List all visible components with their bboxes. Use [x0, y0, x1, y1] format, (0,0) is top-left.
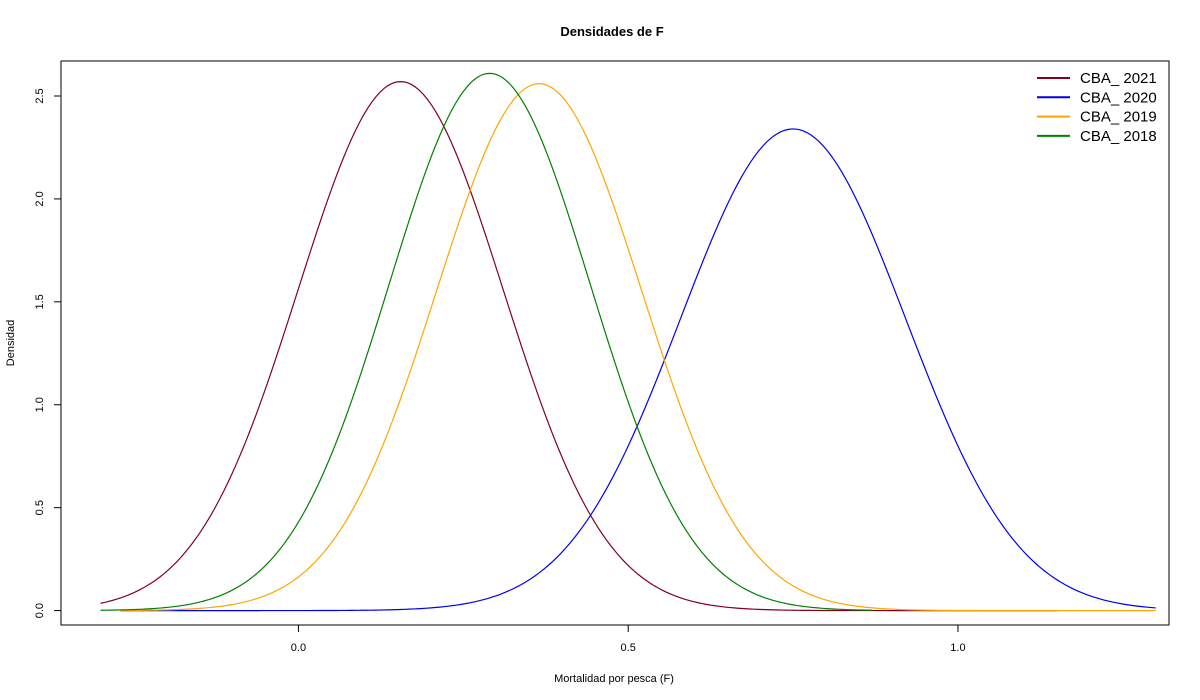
chart-title: Densidades de F	[560, 24, 663, 39]
series-line-2	[120, 83, 1156, 612]
legend-label: CBA_ 2019	[1080, 109, 1157, 126]
legend-label: CBA_ 2021	[1080, 70, 1157, 87]
y-tick-label: 2.5	[34, 88, 46, 103]
y-tick-label: 1.0	[34, 397, 46, 412]
series-line-0	[100, 81, 1057, 612]
x-axis-ticks: 0.0 0.5 1.0	[291, 625, 966, 654]
y-tick-label: 2.0	[34, 191, 46, 206]
series-line-1	[120, 128, 1156, 612]
series-lines	[100, 72, 1156, 612]
y-axis-ticks: 0.0 0.5 1.0 1.5 2.0 2.5	[34, 88, 61, 618]
x-tick-label: 0.5	[621, 642, 636, 654]
series-line-3	[100, 72, 873, 611]
y-tick-label: 0.5	[34, 500, 46, 515]
y-axis-title: Densidad	[5, 320, 17, 366]
legend-label: CBA_ 2018	[1080, 128, 1157, 145]
x-tick-label: 1.0	[950, 642, 965, 654]
x-axis-title: Mortalidad por pesca (F)	[554, 673, 674, 685]
y-tick-label: 1.5	[34, 294, 46, 309]
legend-label: CBA_ 2020	[1080, 89, 1157, 106]
x-tick-label: 0.0	[291, 642, 306, 654]
legend: CBA_ 2021 CBA_ 2020 CBA_ 2019 CBA_ 2018	[1037, 70, 1157, 145]
y-tick-label: 0.0	[34, 603, 46, 618]
